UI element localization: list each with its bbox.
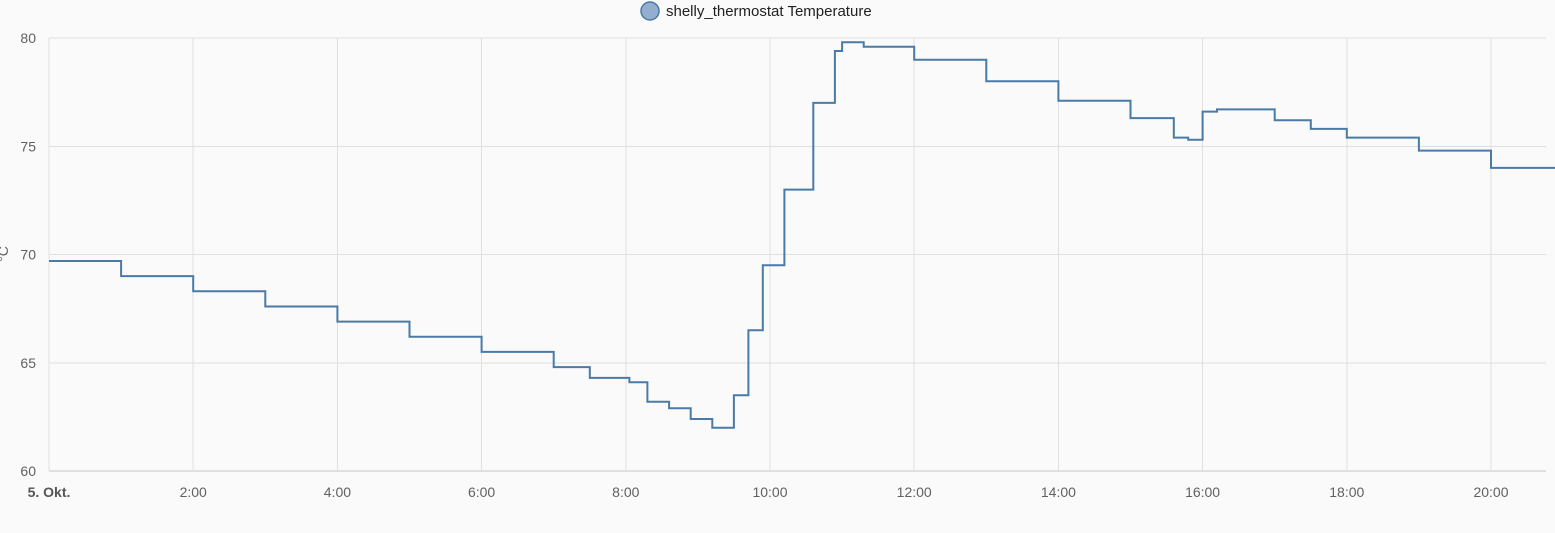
y-tick-label: 60 [20,463,36,479]
x-tick-label: 2:00 [180,484,207,500]
legend[interactable]: shelly_thermostat Temperature [640,1,872,21]
legend-swatch[interactable] [640,1,660,21]
x-tick-label: 18:00 [1329,484,1364,500]
x-tick-label: 14:00 [1041,484,1076,500]
y-tick-label: 75 [20,138,36,154]
x-tick-label: 12:00 [897,484,932,500]
y-tick-label: 80 [20,30,36,46]
x-tick-label: 4:00 [324,484,351,500]
y-axis-ticks: 60 65 70 75 80 [20,30,36,479]
y-tick-label: 65 [20,355,36,371]
x-axis-ticks: 5. Okt. 2:00 4:00 6:00 8:00 10:00 12:00 14:00 16… [28,484,1509,500]
grid [48,37,1546,472]
x-tick-label: 6:00 [468,484,495,500]
series-line[interactable] [49,41,1555,429]
x-tick-label: 8:00 [612,484,639,500]
series-group[interactable] [49,41,1555,429]
legend-label[interactable]: shelly_thermostat Temperature [666,3,872,20]
x-tick-label: 5. Okt. [28,484,71,500]
x-tick-label: 10:00 [752,484,787,500]
y-tick-label: 70 [20,247,36,263]
x-tick-label: 16:00 [1185,484,1220,500]
y-axis-label: °C [0,246,11,262]
x-tick-label: 20:00 [1473,484,1508,500]
